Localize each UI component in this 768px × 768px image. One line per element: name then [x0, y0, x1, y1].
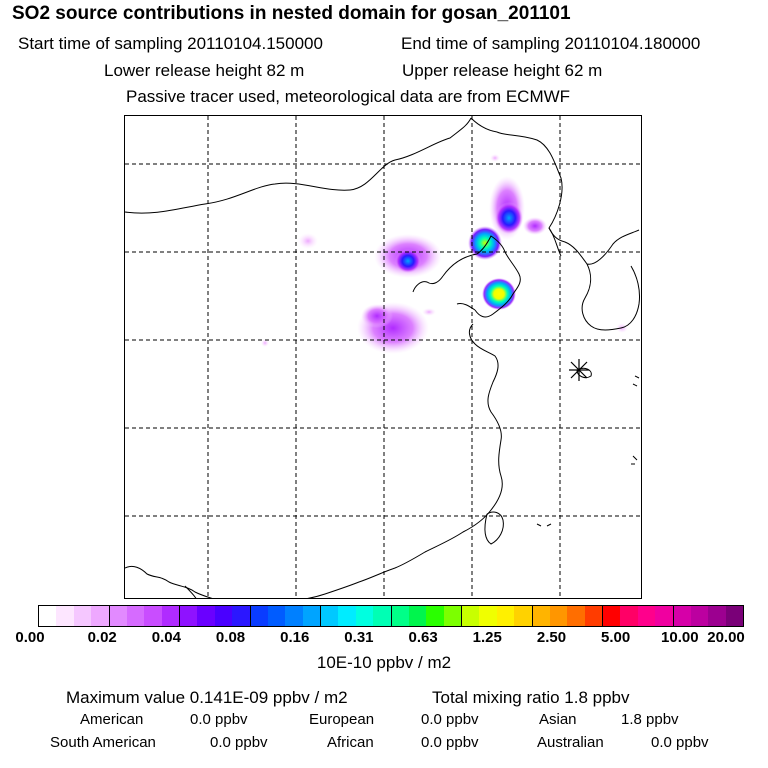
colorbar-tick-label: 0.16: [280, 629, 310, 646]
region-australian-value: 0.0 ppbv: [651, 734, 709, 751]
colorbar-segment: [39, 606, 57, 626]
region-south-american-value: 0.0 ppbv: [210, 734, 268, 751]
colorbar-tick-label: 0.02: [87, 629, 117, 646]
colorbar-segment: [725, 606, 743, 626]
colorbar-segment: [514, 606, 533, 626]
lower-release-label: Lower release height 82 m: [104, 61, 305, 80]
colorbar-segment: [73, 606, 92, 626]
colorbar-tick-label: 20.00: [707, 629, 745, 646]
colorbar-segment: [408, 606, 427, 626]
colorbar-segment: [603, 606, 621, 626]
grid-lines: [125, 116, 641, 598]
colorbar: [38, 605, 744, 627]
colorbar-segment: [620, 606, 638, 626]
colorbar-tick-label: 0.08: [215, 629, 246, 646]
colorbar-tick-label: 0.63: [408, 629, 438, 646]
colorbar-segment: [355, 606, 374, 626]
colorbar-segment: [56, 606, 74, 626]
colorbar-segment: [321, 606, 339, 626]
colorbar-segment: [338, 606, 356, 626]
colorbar-segment: [214, 606, 233, 626]
colorbar-segment: [285, 606, 303, 626]
colorbar-segment: [584, 606, 603, 626]
colorbar-segment: [267, 606, 286, 626]
colorbar-segment: [250, 606, 268, 626]
map-canvas: [125, 116, 641, 598]
colorbar-segment: [637, 606, 656, 626]
colorbar-tick-label: 0.31: [344, 629, 374, 646]
region-australian-label: Australian: [537, 734, 604, 751]
map-panel: [124, 115, 642, 599]
colorbar-tick-label: 1.25: [472, 629, 502, 646]
east-plume: [523, 217, 547, 235]
colorbar-segment: [126, 606, 145, 626]
colorbar-segment: [302, 606, 321, 626]
bohai-north-plume: [495, 202, 523, 234]
region-asian-label: Asian: [539, 711, 577, 728]
region-european-label: European: [309, 711, 375, 728]
colorbar-segment: [462, 606, 480, 626]
colorbar-segment: [144, 606, 162, 626]
far-west-dot: [261, 339, 269, 347]
colorbar-segment: [161, 606, 180, 626]
colorbar-segment: [690, 606, 709, 626]
plot-title: SO2 source contributions in nested domai…: [12, 3, 571, 24]
plume-layer: [261, 154, 628, 354]
colorbar-tick-label: 0.04: [151, 629, 181, 646]
colorbar-segment: [479, 606, 497, 626]
region-american-value: 0.0 ppbv: [190, 711, 248, 728]
end-time-label: End time of sampling 20110104.180000: [401, 34, 701, 53]
colorbar-segment: [109, 606, 127, 626]
receptor-asterisk: [569, 359, 589, 381]
colorbar-segment: [197, 606, 215, 626]
colorbar-segment: [567, 606, 585, 626]
dalian-plume: [482, 278, 516, 310]
colorbar-segment: [373, 606, 392, 626]
coastlines: [125, 117, 640, 598]
region-asian-value: 1.8 ppbv: [621, 711, 679, 728]
upper-release-label: Upper release height 62 m: [402, 61, 603, 80]
colorbar-segment: [426, 606, 444, 626]
colorbar-segment: [391, 606, 409, 626]
colorbar-unit: 10E-10 ppbv / m2: [316, 653, 452, 672]
total-mixing-label: Total mixing ratio 1.8 ppbv: [432, 688, 630, 707]
colorbar-segment: [673, 606, 691, 626]
colorbar-segment: [232, 606, 251, 626]
colorbar-tick-label: 10.00: [661, 629, 699, 646]
colorbar-tick-label: 0.00: [15, 629, 45, 646]
colorbar-segment: [532, 606, 550, 626]
region-european-value: 0.0 ppbv: [421, 711, 479, 728]
tracer-note: Passive tracer used, meteorological data…: [126, 87, 571, 106]
colorbar-segment: [91, 606, 110, 626]
colorbar-segment: [655, 606, 674, 626]
colorbar-segment: [549, 606, 568, 626]
north-dot: [490, 154, 500, 162]
hebei-plume-tail: [361, 304, 393, 328]
colorbar-segment: [496, 606, 515, 626]
region-american-label: American: [80, 711, 144, 728]
south-dot: [422, 308, 436, 316]
region-african-label: African: [327, 734, 374, 751]
start-time-label: Start time of sampling 20110104.150000: [18, 34, 323, 53]
max-value-label: Maximum value 0.141E-09 ppbv / m2: [66, 688, 348, 707]
colorbar-tick-label: 5.00: [601, 629, 631, 646]
region-african-value: 0.0 ppbv: [421, 734, 479, 751]
region-south-american-label: South American: [50, 734, 156, 751]
inner-mongolia-plume: [395, 249, 421, 273]
colorbar-segment: [443, 606, 462, 626]
colorbar-tick-label: 2.50: [536, 629, 567, 646]
colorbar-segment: [180, 606, 198, 626]
colorbar-segment: [708, 606, 726, 626]
west-plume: [298, 233, 318, 249]
